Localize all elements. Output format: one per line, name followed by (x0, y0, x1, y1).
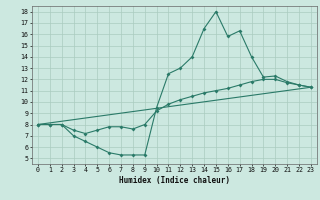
X-axis label: Humidex (Indice chaleur): Humidex (Indice chaleur) (119, 176, 230, 185)
